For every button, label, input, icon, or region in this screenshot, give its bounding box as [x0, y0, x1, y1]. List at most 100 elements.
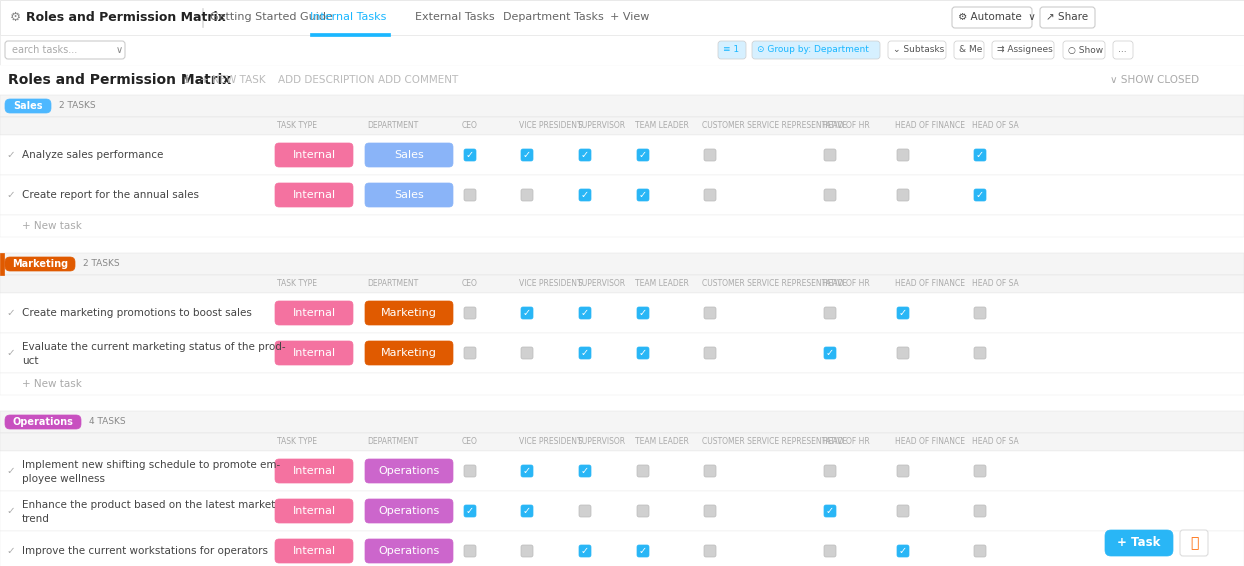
FancyBboxPatch shape	[974, 545, 986, 557]
Text: CEO: CEO	[462, 122, 478, 131]
Text: ✓: ✓	[826, 348, 833, 358]
Text: TEAM LEADER: TEAM LEADER	[634, 280, 689, 289]
Text: ✓: ✓	[826, 506, 833, 516]
FancyBboxPatch shape	[991, 41, 1054, 59]
Text: CUSTOMER SERVICE REPRESENTATIVE: CUSTOMER SERVICE REPRESENTATIVE	[702, 438, 847, 447]
FancyBboxPatch shape	[897, 505, 909, 517]
Text: ⊙ Group by: Department: ⊙ Group by: Department	[758, 45, 868, 54]
FancyBboxPatch shape	[1064, 41, 1105, 59]
FancyBboxPatch shape	[521, 505, 532, 517]
FancyBboxPatch shape	[464, 505, 476, 517]
FancyBboxPatch shape	[275, 459, 353, 483]
Text: Operations: Operations	[378, 506, 439, 516]
FancyBboxPatch shape	[5, 41, 124, 59]
FancyBboxPatch shape	[275, 499, 353, 523]
FancyBboxPatch shape	[1105, 530, 1173, 556]
Bar	[0, 215, 1244, 237]
Bar	[0, 433, 1244, 451]
FancyBboxPatch shape	[824, 307, 836, 319]
Text: DEPARTMENT: DEPARTMENT	[367, 438, 418, 447]
Text: DEPARTMENT: DEPARTMENT	[367, 122, 418, 131]
Text: ✓: ✓	[6, 150, 15, 160]
FancyBboxPatch shape	[521, 347, 532, 359]
Bar	[0, 35, 1244, 65]
FancyBboxPatch shape	[275, 143, 353, 167]
FancyBboxPatch shape	[464, 545, 476, 557]
Text: + New task: + New task	[22, 379, 82, 389]
Text: ≡ 1: ≡ 1	[723, 45, 739, 54]
Text: Marketing: Marketing	[381, 348, 437, 358]
Text: VICE PRESIDENT: VICE PRESIDENT	[519, 438, 582, 447]
Text: ℹ: ℹ	[185, 75, 189, 85]
FancyBboxPatch shape	[704, 347, 717, 359]
Text: ✓: ✓	[466, 506, 474, 516]
FancyBboxPatch shape	[521, 149, 532, 161]
Text: ○ Show: ○ Show	[1069, 45, 1103, 54]
Text: Operations: Operations	[378, 546, 439, 556]
FancyBboxPatch shape	[364, 539, 453, 563]
FancyBboxPatch shape	[824, 465, 836, 477]
Text: TEAM LEADER: TEAM LEADER	[634, 122, 689, 131]
Text: ✓: ✓	[581, 308, 590, 318]
Text: ✓: ✓	[522, 308, 531, 318]
FancyBboxPatch shape	[897, 545, 909, 557]
Text: ✓: ✓	[6, 308, 15, 318]
Text: ∨ SHOW CLOSED: ∨ SHOW CLOSED	[1110, 75, 1199, 85]
Text: trend: trend	[22, 514, 50, 524]
FancyBboxPatch shape	[364, 183, 453, 207]
Text: DEPARTMENT: DEPARTMENT	[367, 280, 418, 289]
Text: 2 TASKS: 2 TASKS	[83, 259, 119, 268]
FancyBboxPatch shape	[464, 347, 476, 359]
FancyBboxPatch shape	[275, 183, 353, 207]
FancyBboxPatch shape	[824, 545, 836, 557]
FancyBboxPatch shape	[952, 7, 1033, 28]
Text: Internal: Internal	[292, 466, 336, 476]
FancyBboxPatch shape	[275, 301, 353, 325]
FancyBboxPatch shape	[464, 149, 476, 161]
FancyBboxPatch shape	[1040, 7, 1095, 28]
Text: ✓: ✓	[581, 190, 590, 200]
Text: ✓: ✓	[6, 546, 15, 556]
Text: ⚙ Automate  ∨: ⚙ Automate ∨	[958, 12, 1036, 23]
FancyBboxPatch shape	[578, 189, 591, 201]
Text: HEAD OF SA: HEAD OF SA	[972, 122, 1019, 131]
FancyBboxPatch shape	[637, 545, 649, 557]
FancyBboxPatch shape	[578, 347, 591, 359]
FancyBboxPatch shape	[704, 149, 717, 161]
Text: 2 TASKS: 2 TASKS	[58, 101, 96, 110]
Text: Create report for the annual sales: Create report for the annual sales	[22, 190, 199, 200]
Text: ADD COMMENT: ADD COMMENT	[378, 75, 458, 85]
Bar	[0, 275, 1244, 293]
Text: + NEW TASK: + NEW TASK	[200, 75, 266, 85]
FancyBboxPatch shape	[275, 539, 353, 563]
Text: Sales: Sales	[14, 101, 42, 111]
Text: ✓: ✓	[6, 190, 15, 200]
FancyBboxPatch shape	[704, 505, 717, 517]
Text: HEAD OF HR: HEAD OF HR	[822, 438, 870, 447]
FancyBboxPatch shape	[1113, 41, 1133, 59]
FancyBboxPatch shape	[824, 149, 836, 161]
Text: Internal: Internal	[292, 150, 336, 160]
Text: ✓: ✓	[639, 308, 647, 318]
Bar	[0, 491, 1244, 531]
FancyBboxPatch shape	[578, 545, 591, 557]
Text: ✓: ✓	[639, 150, 647, 160]
Text: SUPERVISOR: SUPERVISOR	[577, 438, 626, 447]
FancyBboxPatch shape	[704, 189, 717, 201]
Text: Internal: Internal	[292, 190, 336, 200]
Text: Getting Started Guide: Getting Started Guide	[210, 12, 333, 23]
Text: + New task: + New task	[22, 221, 82, 231]
FancyBboxPatch shape	[5, 257, 75, 271]
Text: Internal: Internal	[292, 506, 336, 516]
Bar	[0, 95, 1244, 117]
Text: HEAD OF FINANCE: HEAD OF FINANCE	[894, 122, 965, 131]
Text: ✓: ✓	[581, 348, 590, 358]
Bar	[0, 531, 1244, 566]
FancyBboxPatch shape	[578, 465, 591, 477]
FancyBboxPatch shape	[897, 307, 909, 319]
Text: TEAM LEADER: TEAM LEADER	[634, 438, 689, 447]
FancyBboxPatch shape	[1181, 530, 1208, 556]
FancyBboxPatch shape	[897, 347, 909, 359]
FancyBboxPatch shape	[364, 143, 453, 167]
Text: CUSTOMER SERVICE REPRESENTATIVE: CUSTOMER SERVICE REPRESENTATIVE	[702, 122, 847, 131]
